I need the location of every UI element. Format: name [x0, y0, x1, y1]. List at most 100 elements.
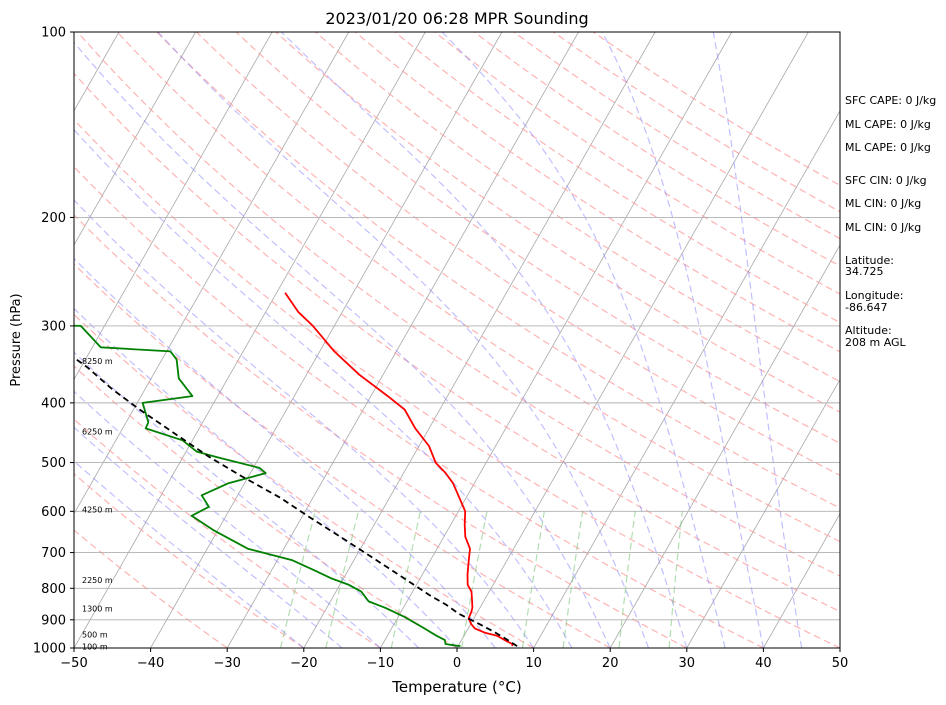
dry-adiabat-line — [315, 32, 840, 383]
x-tick-label: −20 — [290, 656, 317, 671]
dry-adiabat-line — [74, 313, 534, 648]
dry-adiabat-line — [74, 263, 611, 648]
ml-cin-label-2: ML CIN: 0 J/kg — [845, 221, 921, 234]
x-tick-label: −30 — [213, 656, 240, 671]
dry-adiabat-line — [74, 418, 381, 648]
mixing-ratio-line — [668, 511, 683, 648]
chart-title: 2023/01/20 06:28 MPR Sounding — [325, 9, 588, 28]
isotherm-line — [380, 32, 733, 648]
dry-adiabat-line — [196, 32, 840, 476]
latitude-value: 34.725 — [845, 265, 884, 278]
x-tick-label: 30 — [679, 656, 696, 671]
mixing-ratio-line — [461, 511, 488, 648]
dry-adiabat-line — [74, 118, 840, 648]
moist-adiabat-line — [74, 128, 573, 648]
isotherm-line — [74, 32, 350, 515]
y-tick-label: 900 — [41, 613, 66, 628]
x-axis-label: Temperature (°C) — [391, 678, 521, 696]
y-tick-label: 300 — [41, 319, 66, 334]
y-axis-label: Pressure (hPa) — [9, 293, 24, 386]
x-tick-label: 40 — [755, 656, 772, 671]
dry-adiabat-line — [74, 165, 764, 648]
mixing-ratio-line — [562, 511, 584, 648]
height-label: 4250 m — [82, 506, 113, 515]
x-tick-label: 20 — [602, 656, 619, 671]
isotherm-line — [456, 32, 809, 648]
x-tick-label: −10 — [367, 656, 394, 671]
longitude-label: Longitude: — [845, 289, 903, 302]
dry-adiabat-line — [592, 32, 840, 187]
isotherm-line — [609, 244, 840, 648]
dry-adiabat-line — [74, 529, 228, 648]
y-tick-label: 100 — [41, 26, 66, 41]
mixing-ratio-line — [325, 511, 359, 648]
dry-adiabat-line — [116, 32, 840, 543]
ml-cape-label-2: ML CAPE: 0 J/kg — [845, 141, 931, 154]
y-tick-label: 800 — [41, 582, 66, 597]
x-axis-ticks: −50 −40 −30 −20 −10 0 10 20 30 40 50 — [60, 648, 848, 671]
isotherm-line — [74, 32, 196, 246]
ml-cape-label: ML CAPE: 0 J/kg — [845, 118, 931, 131]
moist-adiabat-line — [74, 41, 611, 648]
moist-adiabat-line — [601, 32, 764, 648]
sfc-cin-label: SFC CIN: 0 J/kg — [845, 174, 927, 187]
height-label: 2250 m — [82, 576, 113, 585]
moist-adiabat-line — [441, 32, 726, 648]
y-tick-label: 1000 — [33, 642, 66, 657]
height-label: 1300 m — [82, 604, 113, 613]
isotherm-line — [74, 32, 273, 381]
isotherm-line — [74, 32, 426, 648]
y-tick-label: 500 — [41, 456, 66, 471]
altitude-label: Altitude: — [845, 324, 892, 337]
mixing-ratio-line — [618, 511, 636, 648]
moist-adiabat-line — [280, 32, 688, 648]
y-tick-label: 400 — [41, 396, 66, 411]
y-tick-label: 700 — [41, 546, 66, 561]
moist-adiabat-line — [74, 460, 305, 648]
height-label: 6250 m — [82, 427, 113, 436]
dry-adiabat-line — [74, 214, 688, 648]
height-label: 8250 m — [82, 357, 113, 366]
dry-adiabat-line — [74, 365, 458, 648]
moist-adiabat-line — [712, 32, 803, 648]
moist-adiabat-line — [74, 199, 535, 648]
dry-adiabat-line — [354, 32, 840, 353]
y-tick-label: 600 — [41, 505, 66, 520]
isotherm-line — [150, 32, 503, 648]
mixing-ratio-line — [279, 511, 316, 648]
moist-adiabat-line — [74, 307, 458, 648]
dry-adiabat-line — [156, 32, 840, 509]
dewpoint-line — [74, 324, 461, 647]
dry-adiabat-line — [74, 72, 840, 613]
isotherm-line — [226, 32, 579, 648]
y-tick-label: 200 — [41, 211, 66, 226]
x-tick-label: −50 — [60, 656, 87, 671]
mixing-ratio-line — [521, 511, 545, 648]
isotherm-line — [303, 32, 656, 648]
longitude-value: -86.647 — [845, 301, 887, 314]
moist-adiabat-line — [74, 257, 496, 648]
x-tick-label: 50 — [832, 656, 849, 671]
sfc-cape-label: SFC CAPE: 0 J/kg — [845, 94, 936, 107]
x-tick-label: 0 — [453, 656, 461, 671]
height-labels: 100 m 500 m 1300 m 2250 m 4250 m 6250 m 8250 m — [82, 357, 113, 652]
latitude-label: Latitude: — [845, 254, 894, 267]
parcel-line — [74, 356, 518, 647]
moist-adiabat-line — [157, 32, 650, 648]
dry-adiabat-line — [513, 32, 840, 240]
background-lines — [74, 32, 840, 648]
isotherm-line — [686, 378, 840, 648]
isotherm-line — [763, 512, 840, 648]
altitude-value: 208 m AGL — [845, 336, 907, 349]
x-tick-label: 10 — [525, 656, 542, 671]
moist-adiabat-line — [74, 351, 420, 648]
isotherm-line — [533, 109, 840, 648]
dry-adiabat-line — [77, 32, 840, 577]
height-label: 100 m — [82, 643, 108, 652]
ml-cin-label: ML CIN: 0 J/kg — [845, 197, 921, 210]
dry-adiabat-line — [553, 32, 840, 213]
height-label: 500 m — [82, 630, 108, 639]
y-axis-ticks: 100 200 300 400 500 600 700 800 900 1000 — [33, 26, 74, 657]
x-tick-label: −40 — [137, 656, 164, 671]
